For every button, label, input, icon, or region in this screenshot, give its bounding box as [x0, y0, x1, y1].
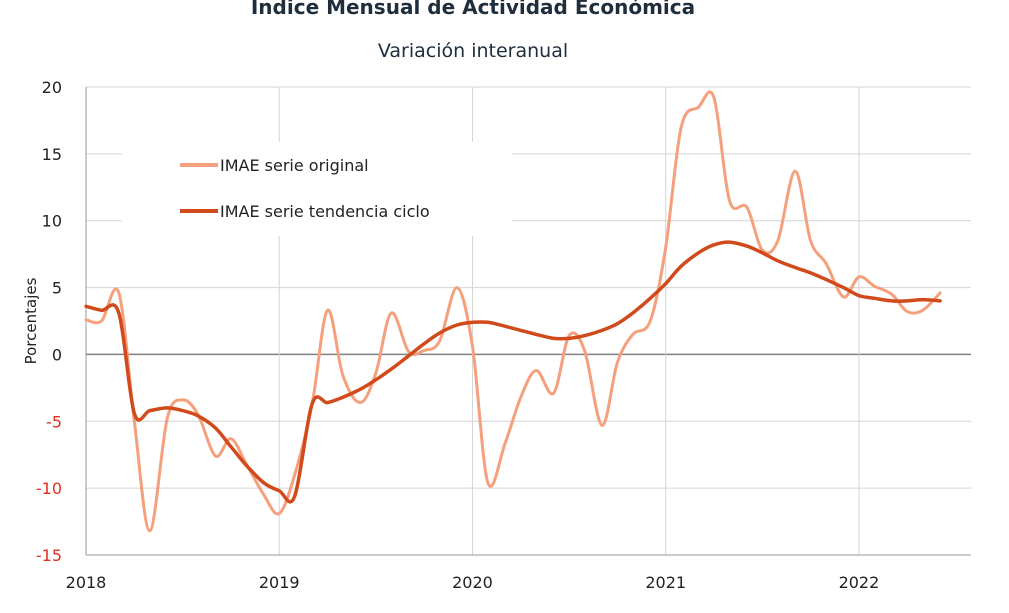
x-tick-label: 2022 [839, 573, 880, 592]
legend-label-trend: IMAE serie tendencia ciclo [220, 202, 430, 221]
legend-label-original: IMAE serie original [220, 156, 369, 175]
series-lines [84, 90, 942, 533]
y-tick-label: -10 [36, 479, 62, 498]
x-tick-label: 2020 [452, 573, 493, 592]
y-tick-label: 20 [42, 78, 62, 97]
y-tick-label: -5 [46, 412, 62, 431]
legend: IMAE serie original IMAE serie tendencia… [122, 142, 512, 236]
y-tick-label: 0 [52, 345, 62, 364]
y-tick-label: 15 [42, 145, 62, 164]
x-tick-label: 2021 [645, 573, 686, 592]
y-tick-label: 10 [42, 212, 62, 231]
chart-subtitle: Variación interanual [378, 40, 568, 62]
y-tick-labels: 20 15 10 5 0 -5 -10 -15 [36, 78, 62, 565]
y-tick-label: -15 [36, 546, 62, 565]
x-tick-labels: 2018 2019 2020 2021 2022 [66, 573, 880, 592]
y-axis-label: Porcentajes [22, 277, 40, 364]
series-line-trend [84, 240, 942, 504]
series-line-original [84, 90, 942, 533]
x-tick-label: 2019 [259, 573, 300, 592]
legend-background [122, 142, 512, 236]
x-tick-label: 2018 [66, 573, 107, 592]
y-tick-label: 5 [52, 279, 62, 298]
chart-title: Índice Mensual de Actividad Económica [251, 0, 695, 19]
